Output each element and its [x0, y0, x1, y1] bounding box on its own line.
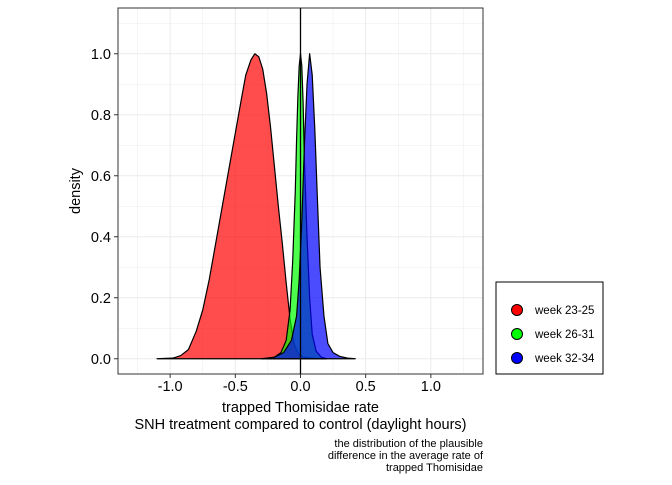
x-axis-title-line-1: trapped Thomisidae rate [222, 400, 379, 416]
caption-line-1: the distribution of the plausible [334, 438, 483, 450]
x-axis-title-line-2: SNH treatment compared to control (dayli… [134, 417, 466, 433]
legend-key-1 [511, 304, 523, 316]
axis-ticks: -1.0 -0.5 0.0 0.5 1.0 0.0 0.2 0.4 0.6 0.8 1.0 [91, 47, 441, 395]
y-tick-label: 0.4 [91, 230, 111, 246]
caption: the distribution of the plausiblediffere… [328, 438, 484, 474]
legend-key-2 [511, 328, 523, 340]
density-areas [156, 53, 356, 360]
caption-line-3: trapped Thomisidae [386, 462, 483, 474]
x-tick-label: 0.0 [290, 379, 310, 395]
density-area-series-3 [260, 53, 356, 360]
x-tick-label: 0.5 [356, 379, 376, 395]
y-tick-label: 1.0 [91, 47, 111, 63]
legend: week 23-25 week 26-31 week 32-34 [495, 281, 604, 375]
caption-line-2: difference in the average rate of [328, 450, 484, 462]
legend-key-3 [511, 352, 523, 364]
x-tick-label: -1.0 [158, 379, 183, 395]
legend-label-3: week 32-34 [534, 353, 595, 365]
y-tick-label: 0.8 [91, 108, 111, 124]
y-tick-label: 0.0 [91, 352, 111, 368]
x-tick-label: -0.5 [223, 379, 248, 395]
legend-label-1: week 23-25 [534, 305, 594, 317]
legend-label-2: week 26-31 [534, 329, 594, 341]
y-tick-label: 0.2 [91, 291, 111, 307]
y-tick-label: 0.6 [91, 169, 111, 185]
y-axis-title: density [68, 167, 84, 214]
x-tick-label: 1.0 [421, 379, 441, 395]
